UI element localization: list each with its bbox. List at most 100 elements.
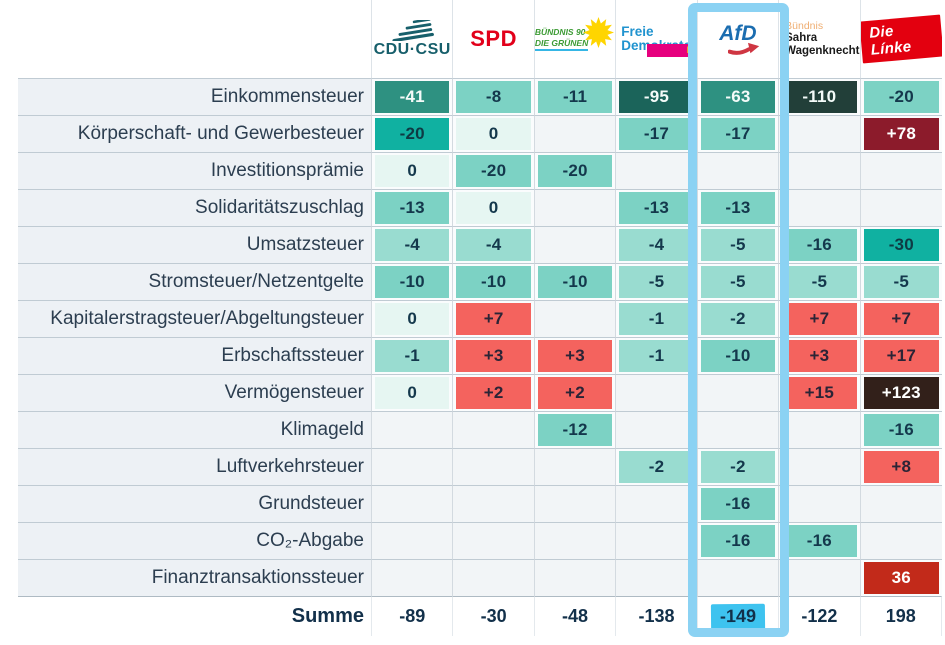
- header-fdp: Freie Demokraten FDP: [616, 0, 698, 78]
- row-label: Umsatzsteuer: [18, 226, 372, 263]
- value-cell: +3: [779, 337, 861, 374]
- bsw-buendnis-label: Bündnis: [785, 19, 824, 32]
- cdu-csu-label: CDU·CSU: [373, 41, 451, 58]
- value-cell: +78: [860, 115, 942, 152]
- value-cell-empty: [534, 522, 617, 559]
- value-cell-empty: [697, 152, 780, 189]
- value-cell: -20: [453, 152, 535, 189]
- value-cell: 0: [453, 189, 535, 226]
- party-tax-table: CDU·CSU SPD BÜNDNIS 90 DIE GRÜNEN Freie …: [18, 0, 942, 636]
- value-cell: -10: [372, 263, 454, 300]
- sum-value: -149: [697, 596, 780, 636]
- value-cell-empty: [779, 448, 861, 485]
- value-cell: -2: [697, 448, 780, 485]
- header-linke: Die Línke: [860, 0, 942, 78]
- sum-value: -48: [534, 596, 617, 636]
- cdu-stripes-icon: [392, 20, 435, 41]
- value-cell: -110: [779, 78, 861, 115]
- row-label: Kapitalerstragsteuer/Abgeltungsteuer: [18, 300, 372, 337]
- value-cell-empty: [616, 411, 698, 448]
- value-cell: -20: [534, 152, 617, 189]
- bsw-logo: Bündnis Sahra Wagenknecht: [779, 20, 859, 59]
- fdp-logo: Freie Demokraten FDP: [616, 24, 697, 58]
- value-cell: +7: [860, 300, 942, 337]
- value-cell: +8: [860, 448, 942, 485]
- value-cell-empty: [779, 189, 861, 226]
- value-cell: -16: [779, 226, 861, 263]
- sum-value: -138: [616, 596, 698, 636]
- row-label: Stromsteuer/Netzentgelte: [18, 263, 372, 300]
- value-cell-empty: [453, 448, 535, 485]
- value-cell: +17: [860, 337, 942, 374]
- value-cell: -17: [616, 115, 698, 152]
- value-cell-empty: [534, 300, 617, 337]
- value-cell: -1: [616, 337, 698, 374]
- value-cell-empty: [779, 485, 861, 522]
- value-cell: -5: [697, 226, 780, 263]
- value-cell: -20: [860, 78, 942, 115]
- value-cell: -4: [616, 226, 698, 263]
- value-cell: +123: [860, 374, 942, 411]
- value-cell: -11: [534, 78, 617, 115]
- cdu-csu-logo: CDU·CSU: [374, 20, 451, 58]
- fdp-badge: FDP: [646, 44, 697, 58]
- value-cell-empty: [860, 485, 942, 522]
- value-cell: -16: [860, 411, 942, 448]
- value-cell-empty: [534, 115, 617, 152]
- value-cell: -8: [453, 78, 535, 115]
- value-cell-empty: [860, 189, 942, 226]
- value-cell: -95: [616, 78, 698, 115]
- header-gruene: BÜNDNIS 90 DIE GRÜNEN: [534, 0, 617, 78]
- value-cell-empty: [697, 374, 780, 411]
- value-cell-empty: [372, 411, 454, 448]
- value-cell: 0: [453, 115, 535, 152]
- value-cell: -13: [616, 189, 698, 226]
- header-spd: SPD: [453, 0, 535, 78]
- value-cell-empty: [534, 559, 617, 596]
- value-cell-empty: [779, 115, 861, 152]
- row-label: Luftverkehrsteuer: [18, 448, 372, 485]
- value-cell: +3: [453, 337, 535, 374]
- header-bsw: Bündnis Sahra Wagenknecht: [779, 0, 861, 78]
- value-cell-empty: [616, 374, 698, 411]
- value-cell-empty: [860, 152, 942, 189]
- value-cell-empty: [453, 411, 535, 448]
- row-label: Solidaritätszuschlag: [18, 189, 372, 226]
- value-cell: -30: [860, 226, 942, 263]
- afd-label: AfD: [719, 22, 757, 45]
- value-cell: 0: [372, 152, 454, 189]
- value-cell: -12: [534, 411, 617, 448]
- header-empty-corner: [18, 0, 372, 78]
- spd-logo: SPD: [470, 26, 517, 51]
- value-cell: -10: [697, 337, 780, 374]
- row-label: Erbschaftssteuer: [18, 337, 372, 374]
- header-afd: AfD: [697, 0, 780, 78]
- row-label: Finanztransaktionssteuer: [18, 559, 372, 596]
- value-cell-empty: [372, 559, 454, 596]
- value-cell: -16: [697, 485, 780, 522]
- value-cell: 0: [372, 300, 454, 337]
- bsw-sahra-label: Sahra: [785, 31, 818, 44]
- value-cell: -41: [372, 78, 454, 115]
- row-label: CO₂-Abgabe: [18, 522, 372, 559]
- value-cell: -1: [372, 337, 454, 374]
- value-cell: -13: [372, 189, 454, 226]
- value-cell-empty: [453, 485, 535, 522]
- value-cell: +15: [779, 374, 861, 411]
- bsw-wagenknecht-label: Wagenknecht: [785, 45, 860, 58]
- value-cell-empty: [779, 559, 861, 596]
- value-cell-empty: [372, 448, 454, 485]
- value-cell: -2: [697, 300, 780, 337]
- value-cell: -5: [860, 263, 942, 300]
- die-linke-logo: Die Línke: [860, 14, 942, 64]
- value-cell-empty: [372, 485, 454, 522]
- value-cell-empty: [453, 522, 535, 559]
- row-label: Körperschaft- und Gewerbesteuer: [18, 115, 372, 152]
- value-cell: -5: [616, 263, 698, 300]
- value-cell: -13: [697, 189, 780, 226]
- row-label: Investitionsprämie: [18, 152, 372, 189]
- value-cell: +7: [453, 300, 535, 337]
- value-cell-empty: [697, 411, 780, 448]
- row-label: Einkommensteuer: [18, 78, 372, 115]
